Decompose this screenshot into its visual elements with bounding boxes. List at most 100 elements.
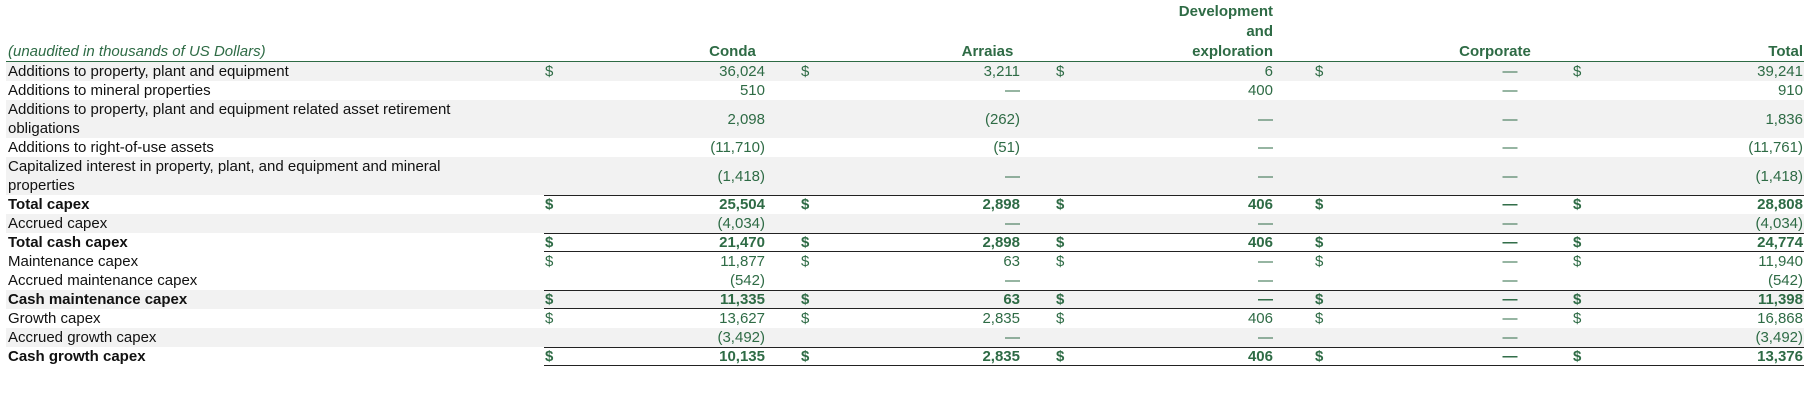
cell-total: 16,868	[1757, 310, 1803, 327]
table-row: Additions to property, plant and equipme…	[6, 62, 1804, 81]
currency-symbol-corporate: $	[1315, 253, 1324, 270]
cell-arraias: 2,835	[982, 310, 1020, 327]
cell-conda: (4,034)	[717, 215, 765, 232]
cell-development-exploration: —	[1258, 215, 1273, 232]
cell-corporate: —	[1502, 291, 1518, 308]
cell-corporate: —	[1502, 253, 1518, 270]
cell-corporate: —	[1502, 111, 1518, 128]
cell-arraias: (262)	[984, 111, 1020, 128]
cell-conda: 2,098	[727, 111, 765, 128]
cell-arraias: —	[1005, 215, 1020, 232]
table-row: Growth capex $ $ $ $ $13,627 2,835 406 — 16,868	[6, 309, 1804, 328]
cell-corporate: —	[1502, 139, 1518, 156]
cell-development-exploration: 406	[1247, 348, 1273, 365]
cell-arraias: —	[1005, 168, 1020, 185]
row-label: Additions to right-of-use assets	[8, 139, 214, 156]
cell-total: (1,418)	[1755, 168, 1803, 185]
cell-corporate: —	[1502, 215, 1518, 232]
cell-development-exploration: —	[1258, 253, 1273, 270]
cell-total: 13,376	[1757, 348, 1803, 365]
cell-conda: 36,024	[719, 63, 765, 80]
currency-symbol-corporate: $	[1315, 234, 1324, 251]
table-row: Capitalized interest in property, plant,…	[6, 157, 1804, 195]
cell-development-exploration: —	[1258, 168, 1273, 185]
currency-symbol-development-exploration: $	[1056, 310, 1065, 327]
subtotal-rule-bottom	[544, 308, 1804, 309]
table-row: Total capex $ $ $ $ $25,504 2,898 406 — 28,808	[6, 195, 1804, 214]
cell-arraias: —	[1005, 82, 1020, 99]
row-label: Total cash capex	[8, 234, 128, 251]
currency-symbol-arraias: $	[801, 63, 810, 80]
cell-corporate: —	[1502, 272, 1518, 289]
table-row: Cash growth capex $ $ $ $ $10,135 2,835 406 — 13,…	[6, 347, 1804, 366]
cell-development-exploration: 406	[1247, 196, 1273, 213]
column-header-corporate: Corporate	[1459, 43, 1531, 60]
currency-symbol-conda: $	[545, 310, 554, 327]
table-row: Additions to property, plant and equipme…	[6, 100, 1804, 138]
column-header-arraias: Arraias	[961, 43, 1014, 60]
cell-corporate: —	[1502, 234, 1518, 251]
cell-conda: 11,877	[720, 253, 765, 270]
cell-corporate: —	[1502, 348, 1518, 365]
cell-corporate: —	[1502, 63, 1518, 80]
subtotal-rule-bottom	[544, 365, 1804, 366]
cell-arraias: —	[1005, 329, 1020, 346]
cell-arraias: 3,211	[983, 63, 1020, 80]
cell-corporate: —	[1502, 168, 1518, 185]
table-row: Accrued growth capex (3,492) — — — (3,492)	[6, 328, 1804, 347]
cell-development-exploration: —	[1258, 329, 1273, 346]
cell-total: (3,492)	[1755, 329, 1803, 346]
table-row: Additions to right-of-use assets (11,710)…	[6, 138, 1804, 157]
currency-symbol-corporate: $	[1315, 196, 1324, 213]
currency-symbol-total: $	[1573, 291, 1582, 308]
cell-arraias: 2,898	[982, 196, 1020, 213]
currency-symbol-corporate: $	[1315, 310, 1324, 327]
currency-symbol-total: $	[1573, 63, 1582, 80]
currency-symbol-total: $	[1573, 253, 1582, 270]
column-header-dev-line1: Development	[1178, 3, 1273, 20]
table-row: Total cash capex $ $ $ $ $21,470 2,898 406 — 24,7…	[6, 233, 1804, 252]
cell-conda: 510	[739, 82, 765, 99]
currency-symbol-development-exploration: $	[1056, 291, 1065, 308]
table-row: Additions to mineral properties 510 — 400 — 9…	[6, 81, 1804, 100]
currency-symbol-arraias: $	[801, 348, 810, 365]
cell-development-exploration: —	[1258, 139, 1273, 156]
column-header-total: Total	[1768, 43, 1803, 60]
cell-conda: 11,335	[719, 291, 765, 308]
currency-symbol-conda: $	[545, 291, 554, 308]
row-label: Additions to property, plant and equipme…	[8, 63, 289, 80]
currency-symbol-development-exploration: $	[1056, 253, 1065, 270]
cell-development-exploration: —	[1258, 291, 1273, 308]
cell-arraias: 63	[1003, 253, 1020, 270]
cell-total: 39,241	[1757, 63, 1803, 80]
column-header-dev-line3: exploration	[1192, 43, 1273, 60]
cell-development-exploration: —	[1258, 272, 1273, 289]
cell-corporate: —	[1502, 310, 1518, 327]
cell-development-exploration: —	[1258, 111, 1273, 128]
currency-symbol-conda: $	[545, 63, 554, 80]
row-label: Accrued growth capex	[8, 329, 157, 346]
currency-symbol-corporate: $	[1315, 63, 1324, 80]
subtotal-rule-bottom	[544, 251, 1804, 252]
cell-corporate: —	[1502, 82, 1518, 99]
cell-conda: 10,135	[719, 348, 765, 365]
row-label: Cash growth capex	[8, 348, 146, 365]
cell-conda: 25,504	[719, 196, 765, 213]
currency-symbol-conda: $	[545, 234, 554, 251]
currency-symbol-arraias: $	[801, 291, 810, 308]
cell-total: 11,398	[1757, 291, 1803, 308]
cell-conda: (542)	[729, 272, 765, 289]
currency-symbol-corporate: $	[1315, 291, 1324, 308]
row-label: Accrued maintenance capex	[8, 272, 198, 289]
cell-corporate: —	[1502, 329, 1518, 346]
cell-arraias: 2,835	[982, 348, 1020, 365]
currency-symbol-development-exploration: $	[1056, 63, 1065, 80]
row-label: Total capex	[8, 196, 90, 213]
cell-development-exploration: 406	[1247, 310, 1273, 327]
cell-total: 28,808	[1757, 196, 1803, 213]
cell-conda: 21,470	[719, 234, 765, 251]
cell-conda: (1,418)	[717, 168, 765, 185]
currency-symbol-development-exploration: $	[1056, 348, 1065, 365]
cell-total: (4,034)	[1755, 215, 1803, 232]
